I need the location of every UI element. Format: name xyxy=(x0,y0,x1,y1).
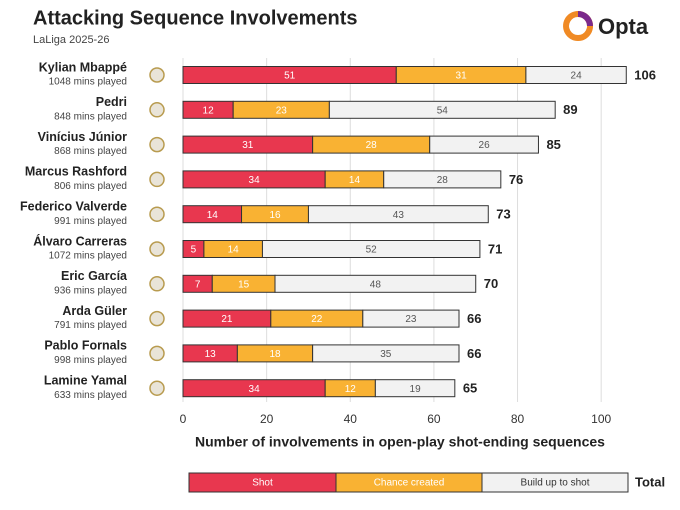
segment-label: 7 xyxy=(195,279,201,290)
segment-label: 28 xyxy=(366,140,378,151)
legend-total: Total xyxy=(635,474,665,489)
player-name: Marcus Rashford xyxy=(25,165,127,179)
legend-label: Chance created xyxy=(374,478,445,489)
bar-segment xyxy=(312,344,460,363)
segment-label: 34 xyxy=(249,175,261,186)
segment-label: 54 xyxy=(437,105,449,116)
total-label: 85 xyxy=(546,137,560,152)
player-name: Vinícius Júnior xyxy=(38,130,128,144)
legend-swatch xyxy=(481,472,629,493)
segment-label: 51 xyxy=(284,71,296,82)
minutes-played: 991 mins played xyxy=(54,216,127,227)
brand-logo: Opta xyxy=(563,11,649,41)
segment-label: 5 xyxy=(191,245,197,256)
club-badge xyxy=(149,206,165,222)
bar-segment xyxy=(307,205,489,224)
logo-arc xyxy=(577,11,593,27)
club-badge xyxy=(149,345,165,362)
x-axis-title: Number of involvements in open-play shot… xyxy=(195,434,605,450)
x-tick-label: 40 xyxy=(344,412,358,426)
x-tick-label: 80 xyxy=(511,412,525,426)
segment-label: 22 xyxy=(311,314,323,325)
segment-label: 12 xyxy=(345,384,357,395)
bar-segment xyxy=(274,274,477,293)
segment-label: 23 xyxy=(405,314,417,325)
club-badge xyxy=(149,380,165,396)
segment-label: 14 xyxy=(349,175,361,186)
club-badge xyxy=(149,241,165,257)
segment-label: 21 xyxy=(221,314,233,325)
segment-label: 28 xyxy=(437,175,449,186)
segment-label: 43 xyxy=(393,210,405,221)
x-tick-label: 20 xyxy=(260,412,274,426)
segment-label: 23 xyxy=(276,105,288,116)
total-label: 73 xyxy=(496,207,510,222)
minutes-played: 806 mins played xyxy=(54,181,127,192)
x-tick-label: 0 xyxy=(180,412,187,426)
player-name: Arda Güler xyxy=(62,304,127,318)
bar-segment xyxy=(525,66,627,84)
total-label: 106 xyxy=(634,67,656,82)
segment-label: 24 xyxy=(571,71,583,82)
bar-segment xyxy=(261,240,481,258)
segment-label: 31 xyxy=(456,71,468,82)
player-name: Pablo Fornals xyxy=(44,339,127,353)
player-name: Kylian Mbappé xyxy=(39,60,127,74)
total-label: 76 xyxy=(509,172,523,187)
segment-label: 48 xyxy=(370,279,382,290)
bar-segment xyxy=(383,170,502,189)
segment-label: 19 xyxy=(410,384,422,395)
bar-segment xyxy=(328,100,556,119)
segment-label: 16 xyxy=(269,210,281,221)
minutes-played: 998 mins played xyxy=(54,355,127,366)
bar-segment xyxy=(429,135,539,154)
player-name: Federico Valverde xyxy=(20,199,127,213)
x-tick-label: 100 xyxy=(591,412,611,426)
club-badge xyxy=(149,67,165,83)
minutes-played: 1072 mins played xyxy=(49,251,127,262)
segment-label: 34 xyxy=(249,384,261,395)
minutes-played: 936 mins played xyxy=(54,285,127,296)
minutes-played: 848 mins played xyxy=(54,111,127,122)
x-tick-label: 60 xyxy=(427,412,441,426)
total-label: 71 xyxy=(488,241,502,256)
segment-label: 35 xyxy=(380,349,392,360)
player-name: Álvaro Carreras xyxy=(33,233,127,248)
segment-label: 13 xyxy=(205,349,217,360)
segment-label: 31 xyxy=(242,140,254,151)
segment-label: 26 xyxy=(479,140,491,151)
bar-segment xyxy=(362,309,460,328)
segment-label: 15 xyxy=(238,279,250,290)
segment-label: 12 xyxy=(203,105,215,116)
segment-label: 14 xyxy=(207,210,219,221)
player-name: Eric García xyxy=(61,269,128,283)
total-label: 89 xyxy=(563,102,577,117)
segment-label: 14 xyxy=(228,245,240,256)
chart-title: Attacking Sequence Involvements xyxy=(33,7,358,29)
legend-label: Build up to shot xyxy=(521,478,590,489)
player-name: Lamine Yamal xyxy=(44,373,127,387)
minutes-played: 1048 mins played xyxy=(49,77,127,88)
player-name: Pedri xyxy=(96,95,127,109)
bar-segment xyxy=(374,379,456,398)
club-badge xyxy=(149,276,165,292)
club-badge xyxy=(149,102,165,118)
total-label: 70 xyxy=(484,276,498,291)
minutes-played: 791 mins played xyxy=(54,320,127,331)
club-badge xyxy=(149,136,165,153)
segment-label: 18 xyxy=(269,349,281,360)
chart-subtitle: LaLiga 2025-26 xyxy=(33,34,109,46)
total-label: 66 xyxy=(467,311,481,326)
minutes-played: 633 mins played xyxy=(54,390,127,401)
segment-label: 52 xyxy=(366,245,378,256)
minutes-played: 868 mins played xyxy=(54,146,127,157)
club-badge xyxy=(149,310,165,327)
total-label: 66 xyxy=(467,346,481,361)
club-badge xyxy=(149,171,165,188)
legend-label: Shot xyxy=(252,478,273,489)
total-label: 65 xyxy=(463,381,477,396)
brand-name: Opta xyxy=(598,14,649,39)
